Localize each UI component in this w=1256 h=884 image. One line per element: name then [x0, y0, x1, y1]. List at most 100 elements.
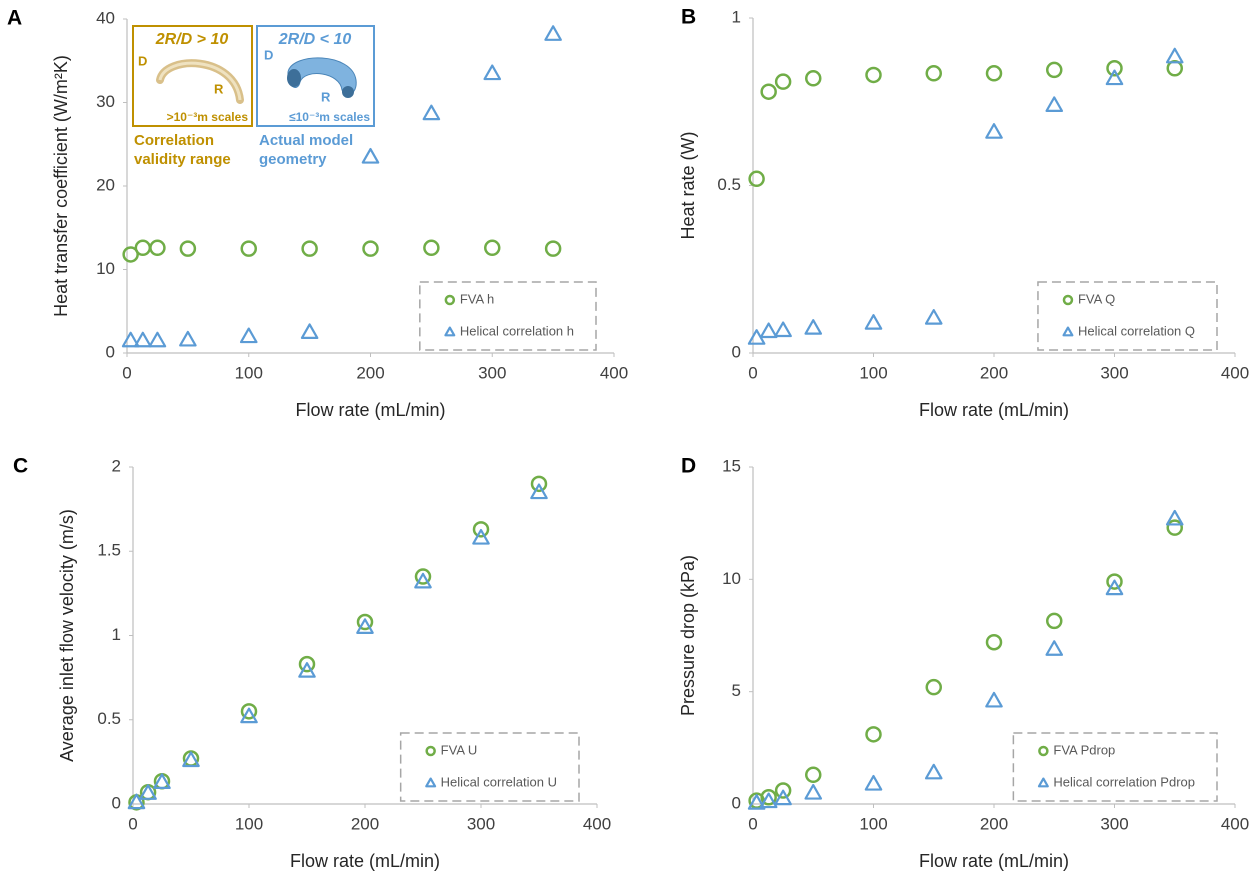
- legend-marker: [444, 294, 456, 306]
- x-axis-label: Flow rate (mL/min): [290, 851, 440, 871]
- marker-triangle: [924, 309, 943, 325]
- marker-triangle: [298, 662, 316, 678]
- marker-circle: [1166, 519, 1183, 536]
- marker-circle: [774, 73, 792, 90]
- legend-label: Helical correlation U: [441, 774, 557, 789]
- x-tick-label: 0: [122, 363, 131, 382]
- marker-circle: [1046, 61, 1063, 79]
- x-tick-label: 100: [859, 814, 887, 833]
- marker-triangle: [804, 319, 823, 335]
- panel-label: A: [7, 7, 22, 30]
- marker-triangle: [148, 331, 167, 348]
- marker-circle: [748, 170, 765, 188]
- x-tick-label: 200: [351, 814, 379, 833]
- y-axis-label: Average inlet flow velocity (m/s): [57, 509, 77, 762]
- legend: FVA Pdrop Helical correlation Pdrop: [1012, 732, 1218, 802]
- marker-triangle: [239, 327, 258, 344]
- legend-marker: [1062, 294, 1074, 306]
- legend-marker: [1062, 326, 1074, 337]
- torus-thick: [287, 57, 357, 95]
- x-tick-label: 100: [859, 363, 887, 382]
- annotation: Actual model: [259, 132, 353, 149]
- annotation: geometry: [259, 151, 327, 168]
- marker-circle: [414, 568, 432, 585]
- y-tick-label: 5: [732, 681, 741, 700]
- legend-label: FVA U: [441, 742, 478, 757]
- marker-triangle: [924, 763, 943, 780]
- x-tick-label: 400: [1221, 814, 1249, 833]
- marker-circle: [362, 240, 379, 257]
- marker-triangle: [544, 25, 562, 41]
- marker-triangle: [153, 773, 171, 789]
- torus-thin: [156, 59, 244, 104]
- legend-label: Helical correlation Q: [1078, 323, 1195, 338]
- marker-circle: [484, 239, 501, 257]
- marker-circle: [774, 782, 792, 799]
- x-tick-label: 300: [467, 814, 495, 833]
- annotation: validity range: [134, 151, 231, 168]
- marker-triangle: [300, 323, 319, 339]
- marker-circle: [149, 239, 166, 257]
- x-tick-label: 200: [980, 814, 1008, 833]
- marker-circle: [544, 240, 562, 257]
- y-tick-label: 0: [112, 793, 121, 812]
- legend-box: [399, 732, 580, 802]
- marker-triangle: [774, 321, 792, 338]
- annotation: D: [138, 53, 147, 68]
- marker-circle: [472, 521, 490, 538]
- marker-triangle: [1045, 640, 1064, 656]
- y-axis-label: Heat rate (W): [678, 131, 698, 239]
- annotation: 2R/D < 10: [278, 31, 352, 48]
- x-tick-label: 0: [748, 363, 757, 382]
- y-tick-label: 30: [96, 92, 115, 111]
- marker-circle: [865, 726, 882, 743]
- marker-circle: [985, 633, 1003, 651]
- x-axis-label: Flow rate (mL/min): [295, 400, 445, 420]
- y-tick-label: 0: [106, 342, 115, 361]
- marker-circle: [805, 766, 822, 784]
- marker-triangle: [179, 330, 197, 347]
- legend: FVA h Helical correlation h: [419, 281, 597, 351]
- y-tick-label: 0.5: [717, 175, 741, 194]
- y-tick-label: 10: [96, 259, 115, 278]
- y-tick-label: 0: [732, 342, 741, 361]
- x-tick-label: 400: [1221, 363, 1249, 382]
- marker-triangle: [356, 618, 374, 634]
- annotation: D: [264, 47, 273, 62]
- y-tick-label: 1.5: [97, 541, 121, 560]
- y-axis-label: Heat transfer coefficient (W/m²K): [51, 55, 71, 317]
- x-tick-label: 300: [1100, 814, 1128, 833]
- legend-box: [1012, 732, 1218, 802]
- torus-end: [342, 86, 354, 98]
- marker-triangle: [472, 528, 490, 545]
- panel-label: C: [13, 455, 28, 478]
- x-tick-label: 200: [356, 363, 384, 382]
- marker-triangle: [240, 707, 258, 724]
- marker-triangle: [759, 792, 778, 809]
- marker-triangle: [127, 793, 146, 810]
- marker-circle: [530, 475, 548, 493]
- annotation: R: [321, 89, 331, 104]
- marker-triangle: [1105, 69, 1124, 86]
- y-tick-label: 0: [732, 793, 741, 812]
- marker-circle: [925, 65, 942, 82]
- x-tick-label: 200: [980, 363, 1008, 382]
- panel-label: B: [681, 6, 696, 29]
- marker-triangle: [1165, 47, 1184, 64]
- marker-triangle: [804, 783, 823, 800]
- y-tick-label: 0.5: [97, 709, 121, 728]
- x-tick-label: 0: [128, 814, 137, 833]
- y-tick-label: 15: [722, 456, 741, 475]
- marker-circle: [805, 70, 822, 87]
- marker-triangle: [864, 314, 883, 330]
- legend: FVA Q Helical correlation Q: [1037, 281, 1218, 351]
- x-tick-label: 400: [583, 814, 611, 833]
- marker-triangle: [747, 794, 766, 810]
- y-tick-label: 1: [112, 625, 121, 644]
- marker-circle: [925, 678, 942, 696]
- legend-marker: [425, 777, 437, 788]
- annotation: 2R/D > 10: [155, 31, 229, 48]
- marker-triangle: [361, 147, 380, 164]
- marker-triangle: [985, 691, 1003, 708]
- y-tick-label: 40: [96, 8, 115, 27]
